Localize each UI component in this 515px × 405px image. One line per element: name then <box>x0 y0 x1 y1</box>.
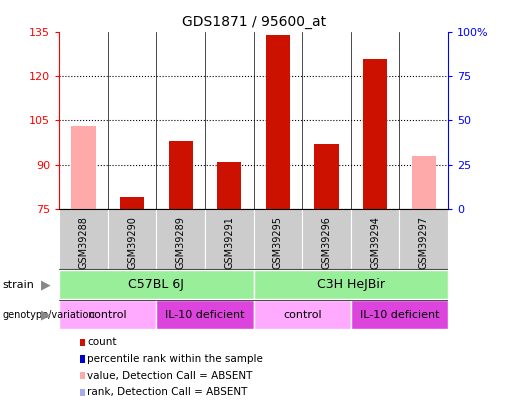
Bar <box>72 126 96 209</box>
Text: GSM39290: GSM39290 <box>127 216 137 269</box>
Text: ▶: ▶ <box>41 308 51 322</box>
Bar <box>302 209 351 269</box>
Text: GSM39296: GSM39296 <box>321 216 332 269</box>
Bar <box>59 301 157 330</box>
Bar <box>168 141 193 209</box>
Text: GSM39291: GSM39291 <box>225 216 234 269</box>
Title: GDS1871 / 95600_at: GDS1871 / 95600_at <box>182 15 325 29</box>
Text: genotype/variation: genotype/variation <box>3 310 95 320</box>
Text: count: count <box>87 337 117 347</box>
Text: control: control <box>89 310 127 320</box>
Bar <box>266 35 290 209</box>
Text: C3H HeJBir: C3H HeJBir <box>317 278 385 291</box>
Text: ▶: ▶ <box>41 278 51 291</box>
Text: GSM39294: GSM39294 <box>370 216 380 269</box>
Bar <box>59 209 108 269</box>
Bar <box>108 209 157 269</box>
Text: percentile rank within the sample: percentile rank within the sample <box>87 354 263 364</box>
Bar <box>120 197 144 209</box>
Text: GSM39289: GSM39289 <box>176 216 186 269</box>
Text: IL-10 deficient: IL-10 deficient <box>359 310 439 320</box>
Text: GSM39288: GSM39288 <box>78 216 89 269</box>
Bar <box>59 270 253 299</box>
Text: C57BL 6J: C57BL 6J <box>129 278 184 291</box>
Bar <box>253 209 302 269</box>
Bar <box>400 209 448 269</box>
Bar <box>217 162 242 209</box>
Text: GSM39297: GSM39297 <box>419 216 429 269</box>
Bar <box>157 209 205 269</box>
Bar <box>253 301 351 330</box>
Text: strain: strain <box>3 279 35 290</box>
Bar <box>253 270 448 299</box>
Text: control: control <box>283 310 321 320</box>
Text: value, Detection Call = ABSENT: value, Detection Call = ABSENT <box>87 371 253 381</box>
Bar <box>314 144 339 209</box>
Bar <box>351 209 400 269</box>
Bar <box>363 59 387 209</box>
Bar <box>411 156 436 209</box>
Text: rank, Detection Call = ABSENT: rank, Detection Call = ABSENT <box>87 388 248 397</box>
Bar <box>157 301 253 330</box>
Text: IL-10 deficient: IL-10 deficient <box>165 310 245 320</box>
Bar <box>351 301 448 330</box>
Bar <box>205 209 253 269</box>
Text: GSM39295: GSM39295 <box>273 216 283 269</box>
